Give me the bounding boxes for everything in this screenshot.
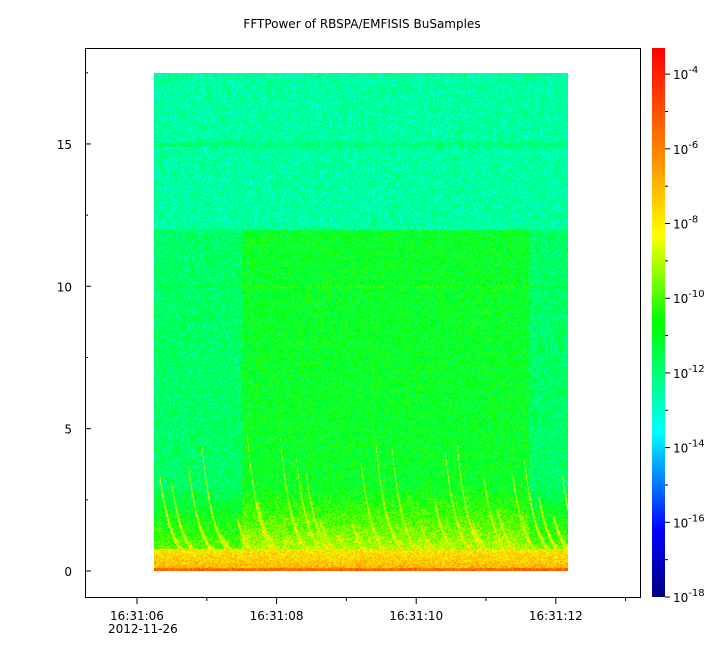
x-tick-label: 16:31:06: [110, 609, 164, 623]
colorbar: [652, 48, 665, 597]
colorbar-tick-label: 10-10: [673, 289, 705, 306]
y-tick-label: 5: [64, 423, 72, 437]
colorbar-tick-label: 10-12: [673, 364, 705, 381]
colorbar-tick-label: 10-4: [673, 65, 698, 82]
colorbar-tick-label: 10-8: [673, 215, 698, 232]
chart-title: FFTPower of RBSPA/EMFISIS BuSamples: [243, 17, 481, 31]
spectrogram-image: [154, 73, 568, 571]
x-tick-label: 16:31:08: [250, 609, 304, 623]
y-tick-label: 0: [64, 565, 72, 579]
colorbar-tick-label: 10-16: [673, 513, 705, 530]
y-tick-label: 10: [57, 280, 72, 294]
y-tick-label: 15: [57, 138, 72, 152]
colorbar-tick-label: 10-14: [673, 439, 705, 456]
x-date-label: 2012-11-26: [108, 622, 178, 636]
colorbar-tick-label: 10-6: [673, 140, 698, 157]
x-tick-label: 16:31:10: [389, 609, 443, 623]
x-tick-label: 16:31:12: [529, 609, 583, 623]
plot-area: [85, 48, 641, 598]
colorbar-tick-label: 10-18: [673, 588, 705, 605]
